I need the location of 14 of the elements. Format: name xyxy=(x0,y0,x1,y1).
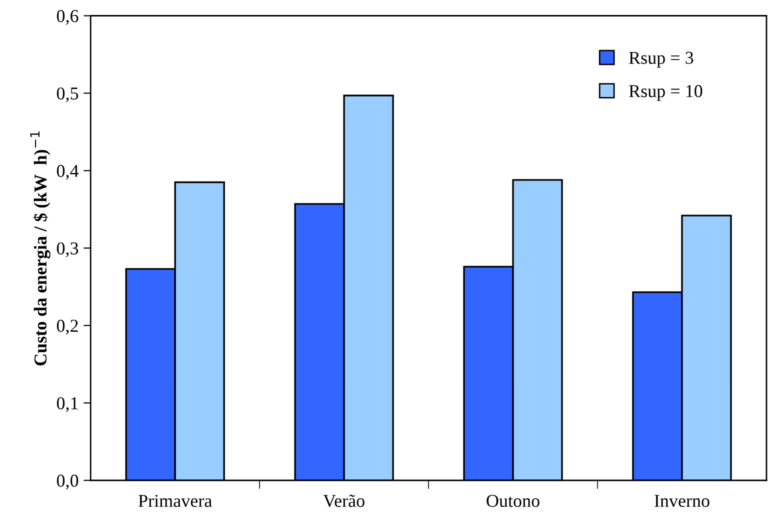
x-tick-label: Verão xyxy=(323,494,364,508)
y-tick-label: 0,2 xyxy=(56,320,78,335)
y-tick-label: 0,3 xyxy=(56,242,78,258)
x-tick-label: Primavera xyxy=(138,494,212,507)
legend-label: Rsup = 10 xyxy=(629,85,702,101)
legend-label: Rsup = 3 xyxy=(629,52,694,68)
y-tick-label: 0,6 xyxy=(56,10,78,25)
y-tick-label: 0,1 xyxy=(56,397,78,412)
x-tick-label: Inverno xyxy=(654,494,710,507)
y-tick-label: 0,0 xyxy=(56,474,78,490)
y-tick-label: 0,5 xyxy=(56,87,78,102)
y-tick-label: 0,4 xyxy=(56,164,79,180)
x-tick-label: Outono xyxy=(486,494,540,507)
y-axis-title: Custo da energia / $ (kW h)$^{−1}$ xyxy=(30,132,50,366)
